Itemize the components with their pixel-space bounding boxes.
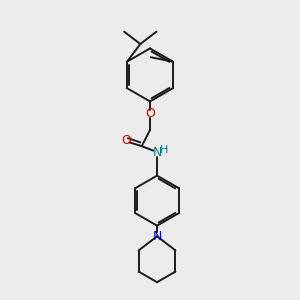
Text: O: O bbox=[122, 134, 131, 147]
Text: N: N bbox=[152, 230, 162, 243]
Text: O: O bbox=[145, 107, 155, 120]
Text: H: H bbox=[160, 145, 169, 155]
Text: N: N bbox=[152, 146, 162, 159]
